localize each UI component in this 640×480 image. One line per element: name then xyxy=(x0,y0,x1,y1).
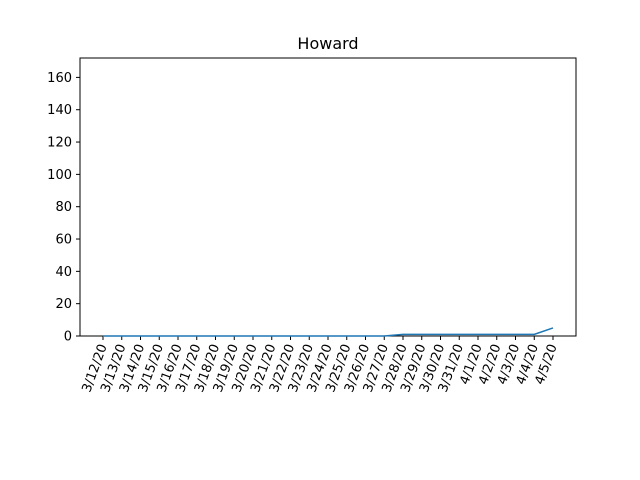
y-tick-label: 0 xyxy=(64,330,72,345)
y-tick-label: 100 xyxy=(47,168,72,183)
y-tick-label: 60 xyxy=(55,233,72,248)
y-tick-label: 40 xyxy=(55,265,72,280)
plot-frame xyxy=(79,57,577,337)
y-tick-label: 120 xyxy=(47,136,72,151)
series-line xyxy=(103,327,554,337)
y-tick-label: 80 xyxy=(55,200,72,215)
y-tick-label: 140 xyxy=(47,103,72,118)
y-tick-label: 160 xyxy=(47,71,72,86)
chart-title: Howard xyxy=(297,34,358,53)
plot-area: 0204060801001201401603/12/203/13/203/14/… xyxy=(47,57,577,394)
y-tick-label: 20 xyxy=(55,297,72,312)
